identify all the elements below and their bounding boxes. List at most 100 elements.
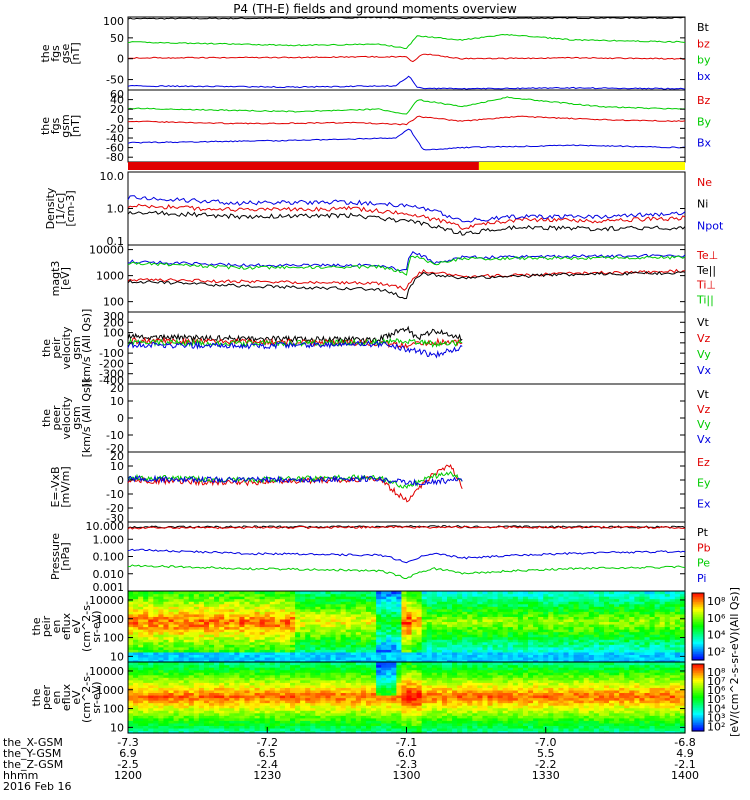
spectrogram-cell (360, 613, 367, 617)
spectrogram-cell (138, 697, 144, 701)
spectrogram-cell (345, 669, 352, 673)
spectrogram-cell (219, 636, 225, 640)
spectrogram-cell (305, 710, 311, 714)
spectrogram-cell (568, 611, 575, 615)
spectrogram-cell (153, 710, 159, 714)
spectrogram-cell (128, 641, 134, 645)
spectrogram-cell (163, 677, 170, 681)
spectrogram-cell (178, 712, 185, 716)
spectrogram-cell (639, 629, 646, 633)
y-tick-label: -60 (106, 142, 124, 155)
spectrogram-cell (401, 656, 408, 661)
spectrogram-cell (396, 646, 403, 650)
spectrogram-cell (614, 598, 620, 602)
spectrogram-cell (264, 712, 271, 716)
spectrogram-cell (203, 679, 210, 683)
spectrogram-cell (214, 674, 220, 678)
spectrogram-cell (553, 616, 560, 620)
spectrogram-cell (386, 618, 392, 623)
spectrogram-cell (168, 717, 175, 721)
spectrogram-cell (386, 720, 392, 724)
spectrogram-cell (568, 646, 575, 650)
spectrogram-cell (583, 606, 590, 610)
spectrogram-cell (350, 667, 357, 671)
spectrogram-cell (457, 616, 463, 620)
spectrogram-cell (355, 674, 362, 678)
y-tick-label: 1.000 (93, 533, 125, 546)
spectrogram-cell (295, 651, 301, 655)
spectrogram-cell (421, 694, 428, 699)
spectrogram-cell (209, 649, 215, 653)
spectrogram-cell (219, 639, 225, 643)
spectrogram-cell (229, 636, 235, 640)
spectrogram-cell (133, 603, 139, 607)
spectrogram-cell (674, 611, 681, 615)
spectrogram-cell (350, 598, 357, 602)
spectrogram-cell (279, 715, 286, 719)
spectrogram-cell (406, 730, 413, 734)
spectrogram-cell (588, 601, 595, 605)
spectrogram-cell (188, 613, 195, 617)
spectrogram-cell (274, 664, 281, 668)
spectrogram-cell (624, 644, 630, 648)
spectrogram-cell (340, 646, 347, 650)
spectrogram-cell (553, 611, 560, 615)
spectrogram-cell (143, 651, 149, 655)
spectrogram-cell (376, 611, 382, 615)
spectrogram-cell (669, 646, 676, 650)
spectrogram-cell (507, 606, 514, 610)
spectrogram-cell (609, 654, 615, 658)
spectrogram-cell (365, 664, 372, 668)
spectrogram-cell (391, 692, 397, 696)
spectrogram-cell (614, 613, 620, 617)
spectrogram-cell (198, 646, 205, 650)
spectrogram-cell (355, 697, 362, 701)
series-line-pressure-3 (127, 548, 686, 564)
spectrogram-cell (249, 601, 256, 605)
spectrogram-cell (290, 649, 296, 653)
spectrogram-cell (315, 646, 322, 650)
spectrogram-cell (315, 618, 322, 623)
spectrogram-cell (391, 662, 397, 666)
spectrogram-cell (295, 725, 301, 729)
spectrogram-cell (365, 720, 372, 724)
spectrogram-cell (371, 682, 377, 686)
spectrogram-cell (603, 618, 610, 623)
spectrogram-cell (193, 689, 200, 694)
spectrogram-cell (381, 659, 387, 663)
spectrogram-cell (619, 596, 625, 600)
spectrogram-cell (183, 629, 190, 633)
spectrogram-cell (214, 659, 220, 663)
spectrogram-cell (295, 613, 301, 617)
spectrogram-cell (345, 712, 352, 716)
spectrogram-cell (183, 593, 190, 597)
spectrogram-cell (634, 591, 641, 595)
spectrogram-cell (345, 697, 352, 701)
spectrogram-cell (315, 629, 322, 633)
spectrogram-cell (381, 730, 387, 734)
spectrogram-cell (472, 623, 478, 628)
series-line-fgs-gse-0 (127, 16, 686, 20)
spectrogram-cell (598, 651, 605, 655)
spectrogram-cell (128, 687, 134, 691)
spectrogram-cell (411, 629, 418, 633)
spectrogram-cell (350, 611, 357, 615)
spectrogram-cell (254, 629, 261, 633)
spectrogram-cell (259, 659, 266, 663)
spectrogram-cell (335, 700, 342, 704)
spectrogram-cell (386, 664, 392, 668)
spectrogram-cell (315, 608, 322, 612)
spectrogram-cell (482, 634, 489, 638)
spectrogram-cell (295, 689, 301, 694)
spectrogram-cell (300, 722, 306, 726)
spectrogram-cell (173, 654, 180, 658)
spectrogram-cell (310, 601, 316, 605)
spectrogram-cell (279, 659, 286, 663)
spectrogram-cell (609, 634, 615, 638)
spectrogram-cell (548, 636, 554, 640)
spectrogram-cell (148, 700, 154, 704)
spectrogram-cell (350, 631, 357, 635)
spectrogram-cell (320, 608, 327, 612)
spectrogram-cell (254, 621, 261, 625)
spectrogram-cell (649, 591, 656, 595)
